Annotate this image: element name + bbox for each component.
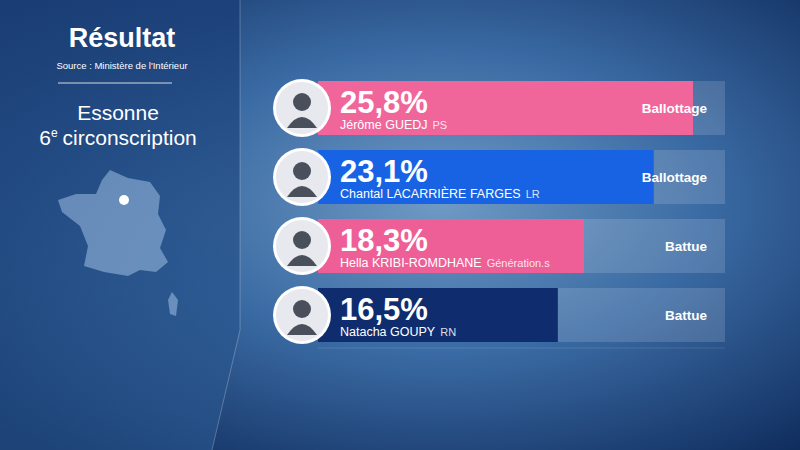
party: PS bbox=[433, 119, 448, 131]
candidate-name: Natacha GOUPY bbox=[340, 325, 436, 339]
value-label: 16,5% bbox=[340, 292, 428, 327]
status: Ballottage bbox=[642, 170, 708, 185]
party: RN bbox=[440, 326, 456, 338]
party: Génération.s bbox=[487, 257, 550, 269]
chart: Résultat Source : Ministère de l'Intérieu… bbox=[0, 0, 800, 450]
status: Battue bbox=[665, 239, 707, 254]
region: Essonne bbox=[77, 101, 159, 124]
panel-edge bbox=[212, 0, 240, 450]
avatar-head bbox=[293, 162, 311, 180]
avatar-ring bbox=[273, 148, 331, 206]
avatar-bg bbox=[276, 220, 328, 272]
avatar-head bbox=[293, 300, 311, 318]
district-ordinal: e bbox=[51, 126, 58, 140]
status: Ballottage bbox=[642, 101, 708, 116]
avatar-body bbox=[287, 255, 317, 266]
left-panel bbox=[0, 0, 240, 450]
value-label: 23,1% bbox=[340, 154, 428, 189]
subtitle: Source : Ministère de l'Intérieur bbox=[56, 60, 187, 71]
avatar-bg bbox=[276, 82, 328, 134]
candidate-name: Jérôme GUEDJ bbox=[340, 118, 428, 132]
map bbox=[58, 170, 168, 276]
candidate: Hella KRIBI-ROMDHANE Génération.s bbox=[340, 256, 550, 270]
bar bbox=[318, 219, 584, 273]
axis-line bbox=[318, 348, 725, 349]
avatar-body bbox=[287, 117, 317, 128]
avatar-bg bbox=[276, 151, 328, 203]
title: Résultat bbox=[69, 23, 176, 53]
plot-area bbox=[318, 81, 725, 342]
candidate-name: Hella KRIBI-ROMDHANE bbox=[340, 256, 482, 270]
bar bbox=[318, 81, 693, 135]
avatar-bg bbox=[276, 289, 328, 341]
avatar-ring bbox=[273, 79, 331, 137]
track bbox=[318, 219, 725, 273]
avatar-head bbox=[293, 93, 311, 111]
candidate-name: Chantal LACARRIÈRE FARGES bbox=[340, 186, 521, 201]
district-number: 6 bbox=[39, 126, 51, 149]
track bbox=[318, 81, 725, 135]
status: Battue bbox=[665, 308, 707, 323]
district: 6e circonscription bbox=[39, 126, 197, 149]
avatar-ring bbox=[273, 286, 331, 344]
value-label: 25,8% bbox=[340, 85, 428, 120]
track bbox=[318, 150, 725, 204]
avatar-body bbox=[287, 324, 317, 335]
avatar-ring bbox=[273, 217, 331, 275]
party: LR bbox=[526, 188, 540, 200]
bar bbox=[318, 150, 654, 204]
map-marker bbox=[119, 195, 129, 205]
candidate: Chantal LACARRIÈRE FARGES LR bbox=[340, 186, 540, 201]
background bbox=[0, 0, 800, 450]
candidate: Jérôme GUEDJ PS bbox=[340, 118, 447, 132]
labels: 25,8%Jérôme GUEDJ PS Ballottage 23,1%Chanta… bbox=[273, 79, 707, 344]
track bbox=[318, 288, 725, 342]
value-label: 18,3% bbox=[340, 223, 428, 258]
avatar-body bbox=[287, 186, 317, 197]
bar bbox=[318, 288, 558, 342]
map-corsica bbox=[168, 292, 178, 316]
candidate: Natacha GOUPY RN bbox=[340, 325, 456, 339]
separator bbox=[58, 83, 172, 84]
avatar-head bbox=[293, 231, 311, 249]
district-word: circonscription bbox=[63, 126, 197, 149]
